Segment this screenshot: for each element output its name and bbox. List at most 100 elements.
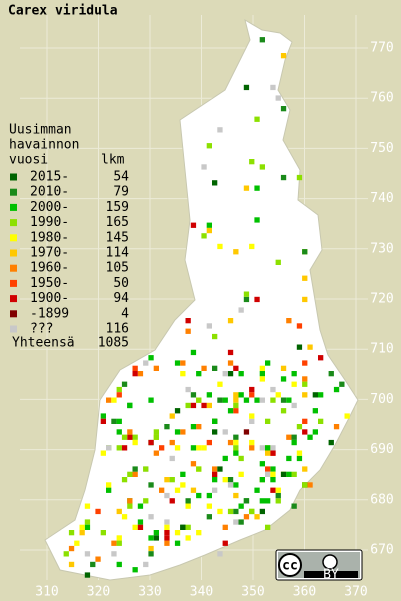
observation-square bbox=[259, 445, 265, 451]
observation-square bbox=[243, 429, 250, 435]
observation-square bbox=[270, 397, 276, 403]
observation-square bbox=[243, 84, 250, 91]
observation-square bbox=[132, 471, 138, 477]
observation-square bbox=[302, 482, 308, 488]
observation-square bbox=[307, 344, 313, 350]
observation-square bbox=[227, 371, 234, 377]
observation-square bbox=[217, 551, 223, 557]
observation-square bbox=[286, 434, 292, 440]
observation-square bbox=[270, 445, 276, 451]
observation-square bbox=[275, 492, 281, 499]
cc-text: cc bbox=[282, 559, 298, 574]
observation-square bbox=[227, 318, 234, 324]
observation-square bbox=[222, 397, 228, 403]
observation-square bbox=[106, 445, 112, 451]
observation-square bbox=[153, 429, 159, 435]
observation-square bbox=[206, 227, 212, 234]
observation-square bbox=[265, 466, 271, 472]
observation-square bbox=[206, 514, 212, 520]
observation-square bbox=[307, 434, 313, 440]
observation-square bbox=[164, 424, 170, 430]
observation-square bbox=[137, 371, 144, 377]
y-tick-label: 680 bbox=[370, 492, 393, 507]
observation-square bbox=[233, 482, 239, 488]
observation-square bbox=[259, 477, 265, 483]
observation-square bbox=[212, 365, 218, 371]
observation-square bbox=[275, 498, 281, 504]
observation-square bbox=[116, 561, 122, 568]
observation-square bbox=[302, 466, 308, 472]
legend-count: 50 bbox=[113, 276, 129, 291]
observation-square bbox=[307, 482, 313, 488]
observation-square bbox=[302, 360, 308, 366]
observation-square bbox=[212, 180, 218, 186]
observation-square bbox=[286, 318, 292, 324]
observation-square bbox=[190, 392, 197, 398]
legend-label: 1970- bbox=[30, 246, 69, 261]
legend-label: 2015- bbox=[30, 170, 69, 185]
legend-swatch bbox=[10, 279, 17, 287]
observation-square bbox=[259, 164, 265, 170]
legend-swatch bbox=[10, 203, 17, 211]
observation-square bbox=[206, 503, 212, 509]
x-tick-label: 370 bbox=[344, 585, 367, 600]
legend-swatch bbox=[10, 234, 17, 242]
by-icon bbox=[322, 554, 338, 570]
observation-square bbox=[68, 545, 75, 552]
observation-square bbox=[291, 439, 297, 446]
observation-square bbox=[100, 418, 106, 424]
observation-square bbox=[280, 471, 287, 477]
observation-square bbox=[233, 249, 239, 255]
observation-square bbox=[270, 477, 276, 483]
x-tick-label: 350 bbox=[241, 585, 264, 600]
observation-square bbox=[159, 487, 165, 493]
observation-square bbox=[180, 360, 186, 366]
observation-square bbox=[100, 450, 106, 456]
total-label: Yhteensä bbox=[12, 336, 75, 351]
observation-square bbox=[227, 360, 234, 366]
title: Carex viridula bbox=[8, 4, 118, 19]
legend-swatch bbox=[10, 295, 17, 303]
x-tick-label: 320 bbox=[87, 585, 110, 600]
observation-square bbox=[217, 381, 223, 387]
observation-square bbox=[148, 551, 154, 557]
observation-square bbox=[68, 530, 75, 536]
observation-square bbox=[148, 397, 154, 403]
observation-square bbox=[238, 471, 244, 477]
observation-square bbox=[296, 455, 303, 462]
observation-square bbox=[233, 439, 239, 446]
observation-square bbox=[137, 524, 144, 530]
observation-square bbox=[280, 376, 287, 382]
observation-square bbox=[254, 185, 260, 191]
observation-square bbox=[318, 418, 324, 424]
observation-square bbox=[153, 530, 159, 536]
observation-square bbox=[217, 508, 223, 515]
legend-swatch bbox=[10, 310, 17, 318]
observation-square bbox=[243, 397, 250, 403]
observation-square bbox=[79, 524, 85, 530]
observation-square bbox=[132, 434, 138, 440]
observation-square bbox=[116, 445, 122, 451]
observation-square bbox=[190, 402, 197, 409]
legend-count: 116 bbox=[106, 322, 129, 337]
observation-square bbox=[249, 159, 255, 165]
observation-square bbox=[265, 524, 271, 530]
observation-square bbox=[265, 471, 271, 477]
y-tick-label: 730 bbox=[370, 241, 393, 256]
observation-square bbox=[116, 508, 122, 515]
observation-square bbox=[259, 37, 265, 43]
observation-square bbox=[212, 471, 218, 477]
observation-square bbox=[249, 243, 255, 250]
observation-square bbox=[233, 402, 239, 409]
observation-square bbox=[185, 318, 191, 324]
observation-square bbox=[302, 381, 308, 387]
observation-square bbox=[148, 535, 154, 541]
observation-square bbox=[291, 471, 297, 477]
observation-square bbox=[206, 392, 212, 398]
observation-square bbox=[296, 344, 303, 350]
observation-square bbox=[100, 413, 106, 419]
observation-square bbox=[243, 291, 250, 297]
observation-square bbox=[296, 450, 303, 456]
observation-square bbox=[270, 84, 276, 91]
observation-square bbox=[280, 365, 287, 371]
